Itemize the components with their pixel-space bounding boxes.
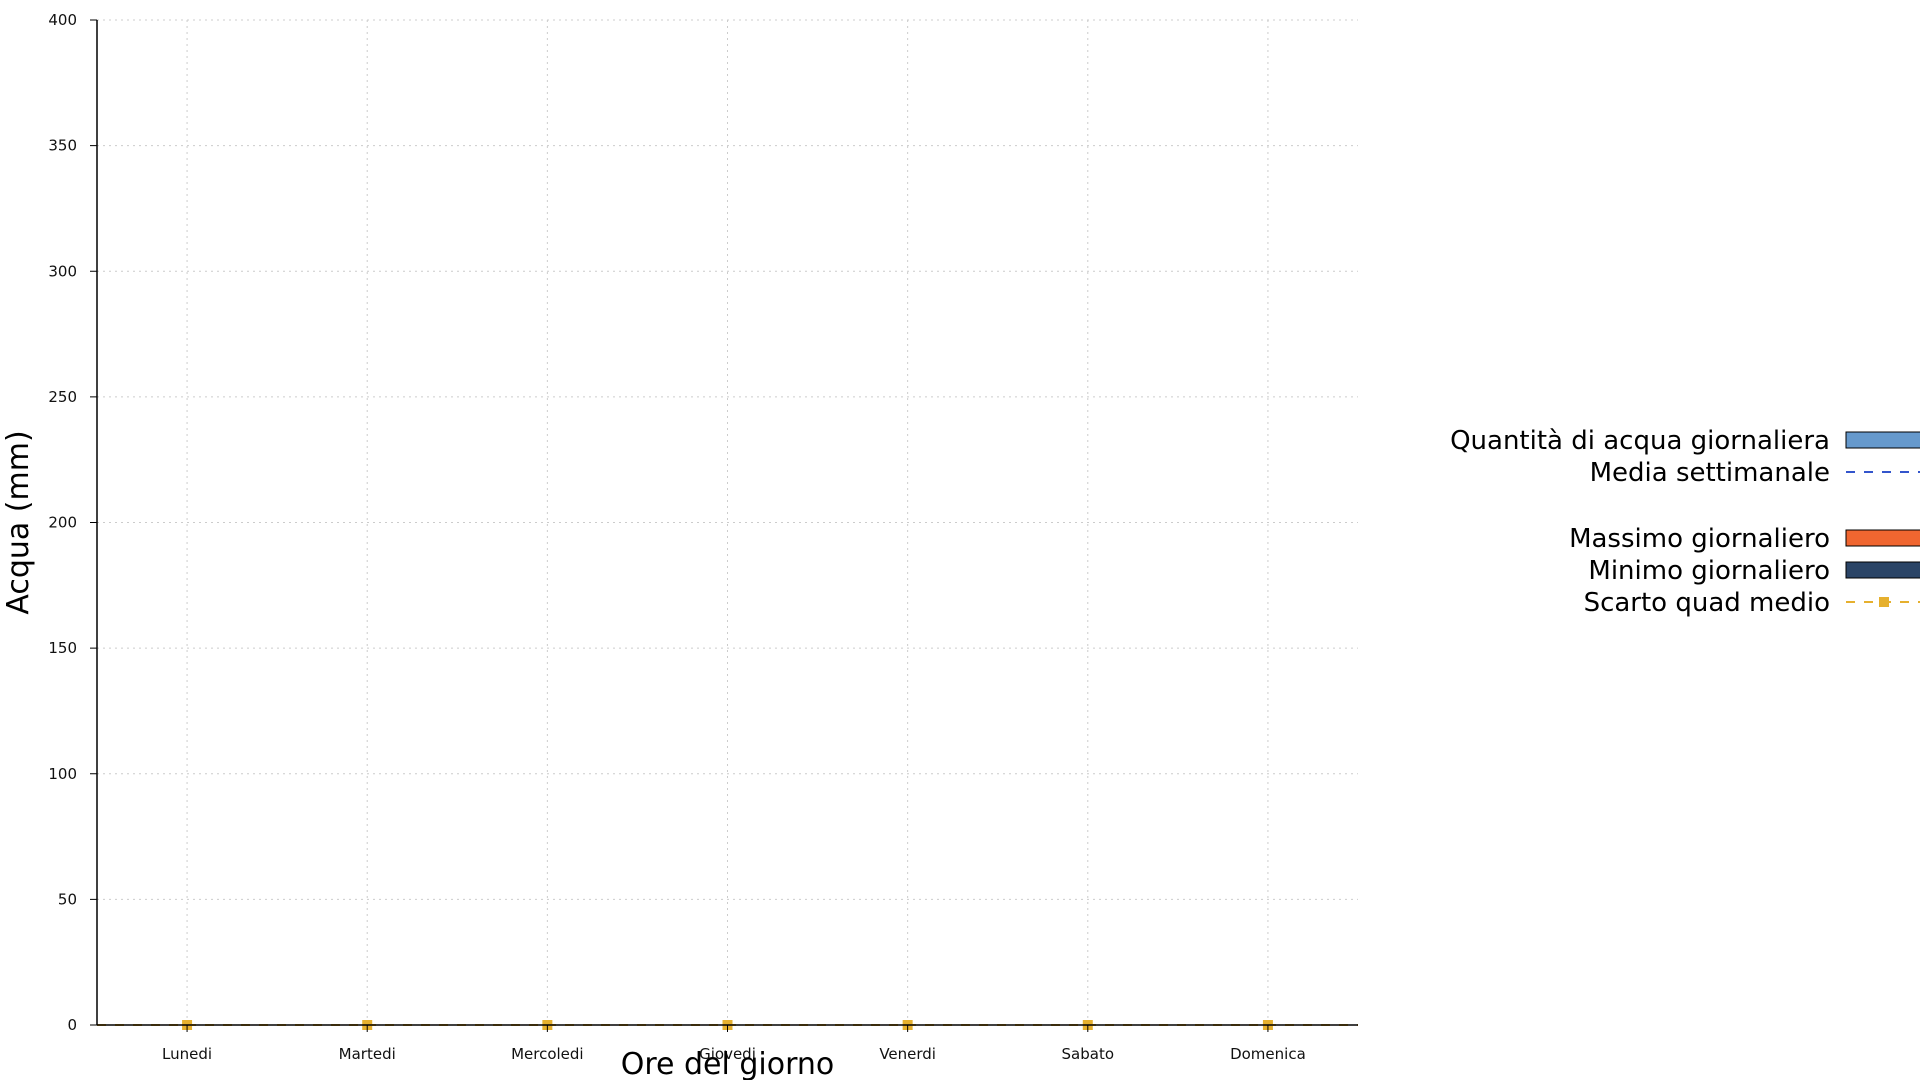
- x-tick-label: Giovedi: [699, 1045, 756, 1063]
- legend-label: Massimo giornaliero: [1569, 524, 1830, 554]
- x-tick-label: Lunedi: [162, 1045, 212, 1063]
- y-tick-label: 300: [48, 262, 77, 280]
- x-tick-label: Sabato: [1062, 1045, 1115, 1063]
- y-tick-label: 0: [67, 1016, 77, 1034]
- axes: [90, 19, 1358, 1032]
- legend-label: Scarto quad medio: [1584, 588, 1830, 618]
- y-axis-title: Acqua (mm): [1, 430, 36, 614]
- y-tick-label: 400: [48, 11, 77, 29]
- legend-swatch: [1845, 561, 1920, 579]
- legend-swatch: [1845, 431, 1920, 449]
- x-tick-label: Martedi: [339, 1045, 396, 1063]
- tick-labels: 0 50 100 150 200 250 300 350 400 Lunedi Martedi Mer…: [48, 11, 1305, 1063]
- legend-swatch: [1845, 529, 1920, 547]
- legend-marker: [1879, 597, 1889, 607]
- x-tick-label: Mercoledi: [511, 1045, 584, 1063]
- x-tick-label: Venerdi: [879, 1045, 936, 1063]
- legend-label: Minimo giornaliero: [1588, 556, 1830, 586]
- legend-label: Media settimanale: [1590, 458, 1830, 488]
- x-axis-title: Ore del giorno: [621, 1047, 835, 1080]
- y-tick-label: 250: [48, 388, 77, 406]
- y-tick-label: 150: [48, 639, 77, 657]
- grid-lines: [97, 19, 1358, 1025]
- y-tick-label: 100: [48, 765, 77, 783]
- x-tick-label: Domenica: [1230, 1045, 1306, 1063]
- y-tick-label: 350: [48, 137, 77, 155]
- y-tick-label: 200: [48, 514, 77, 532]
- legend-label: Quantità di acqua giornaliera: [1450, 426, 1830, 456]
- y-tick-label: 50: [58, 890, 77, 908]
